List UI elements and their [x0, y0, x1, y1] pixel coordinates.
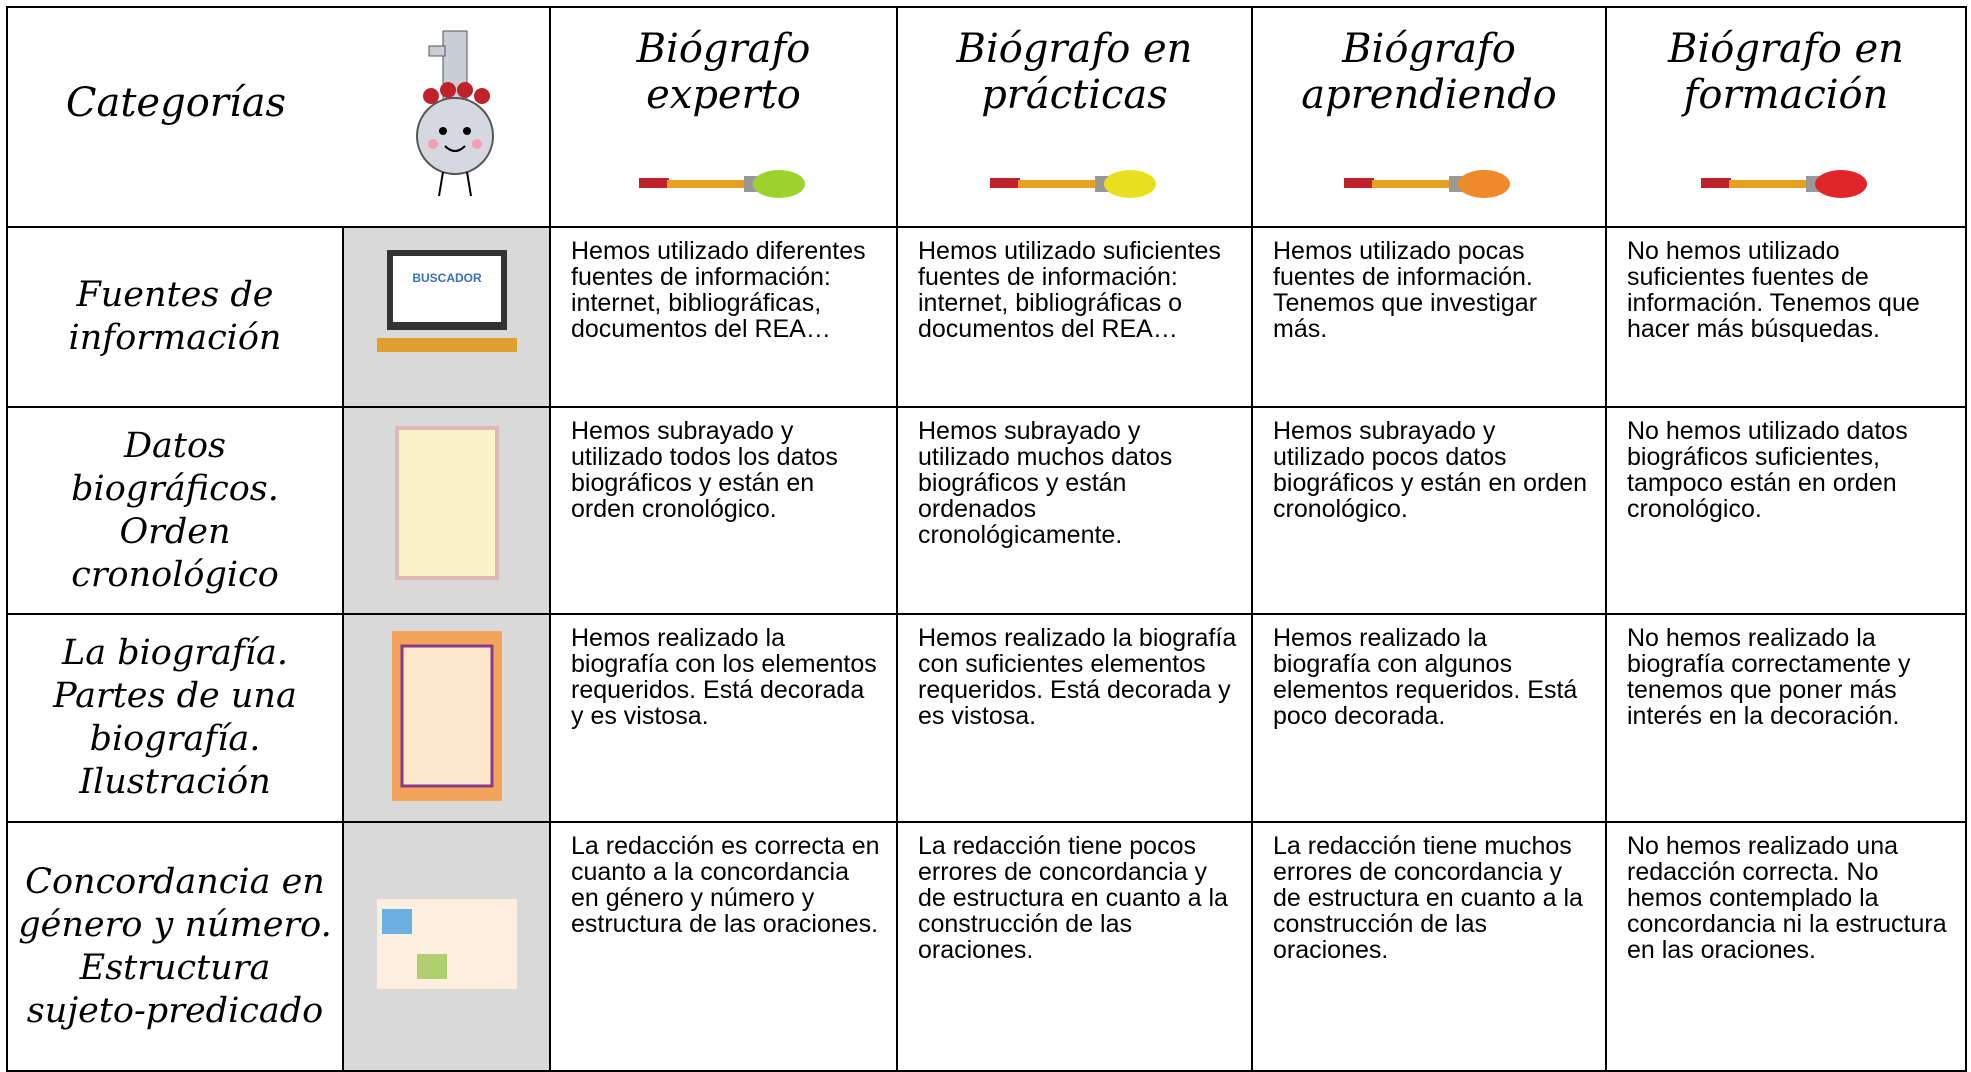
category: La biografía. Partes de una biografía. I… — [6, 613, 344, 823]
level-cell: Biógrafo aprendiendo — [1251, 6, 1607, 228]
illustration — [342, 821, 551, 1072]
header-cell: Categorías — [6, 6, 551, 228]
brush — [1344, 170, 1510, 198]
rubric-row: Concordancia en género y número. Estruct… — [6, 821, 1967, 1072]
descriptor: La redacción tiene muchos errores de con… — [1251, 821, 1607, 1072]
thumbnail — [376, 899, 517, 989]
level-cell: Biógrafo experto — [549, 6, 898, 228]
header-row: Categorías Biógrafo experto Biógrafo en … — [6, 6, 1967, 228]
descriptor: No hemos realizado una redacción correct… — [1605, 821, 1967, 1072]
brush — [638, 170, 805, 198]
descriptor: La redacción tiene pocos errores de conc… — [896, 821, 1253, 1072]
level-title: Biógrafo en prácticas — [956, 26, 1193, 118]
categories-label: Categorías — [65, 80, 287, 126]
thumbnail: BUSCADOR — [376, 249, 517, 352]
level-cell: Biógrafo en prácticas — [896, 6, 1253, 228]
category: Datos biográficos. Orden cronológico — [6, 406, 344, 615]
rubric-row: Datos biográficos. Orden cronológico Hemo… — [6, 406, 1967, 615]
category: Fuentes de información — [6, 226, 344, 408]
descriptor: Hemos realizado la biografía con algunos… — [1251, 613, 1607, 823]
level-cell: Biógrafo en formación — [1605, 6, 1967, 228]
descriptor: La redacción es correcta en cuanto a la … — [549, 821, 898, 1072]
brush — [1701, 170, 1867, 198]
descriptor: Hemos utilizado diferentes fuentes de in… — [549, 226, 898, 408]
level-title: Biógrafo en formación — [1668, 26, 1904, 118]
descriptor: Hemos realizado la biografía con suficie… — [896, 613, 1253, 823]
illustration — [342, 613, 551, 823]
descriptor: No hemos utilizado suficientes fuentes d… — [1605, 226, 1967, 408]
descriptor: Hemos subrayado y utilizado muchos datos… — [896, 406, 1253, 615]
svg-text:BUSCADOR: BUSCADOR — [412, 271, 482, 285]
illustration — [342, 406, 551, 615]
descriptor: No hemos utilizado datos biográficos suf… — [1605, 406, 1967, 615]
descriptor: Hemos subrayado y utilizado todos los da… — [549, 406, 898, 615]
thumbnail — [394, 426, 499, 580]
descriptor: Hemos subrayado y utilizado pocos datos … — [1251, 406, 1607, 615]
category: Concordancia en género y número. Estruct… — [6, 821, 344, 1072]
rubric-table: Categorías Biógrafo experto Biógrafo en … — [6, 6, 1967, 1072]
level-title: Biógrafo aprendiendo — [1301, 26, 1557, 118]
rubric-row: La biografía. Partes de una biografía. I… — [6, 613, 1967, 823]
thumbnail — [391, 630, 502, 801]
illustration: BUSCADOR — [342, 226, 551, 408]
brush — [989, 170, 1156, 198]
key-mascot — [416, 30, 494, 197]
descriptor: Hemos realizado la biografía con los ele… — [549, 613, 898, 823]
level-title: Biógrafo experto — [636, 26, 811, 118]
descriptor: No hemos realizado la biografía correcta… — [1605, 613, 1967, 823]
rubric-row: Fuentes de información BUSCADOR Hemos util… — [6, 226, 1967, 408]
descriptor: Hemos utilizado suficientes fuentes de i… — [896, 226, 1253, 408]
descriptor: Hemos utilizado pocas fuentes de informa… — [1251, 226, 1607, 408]
